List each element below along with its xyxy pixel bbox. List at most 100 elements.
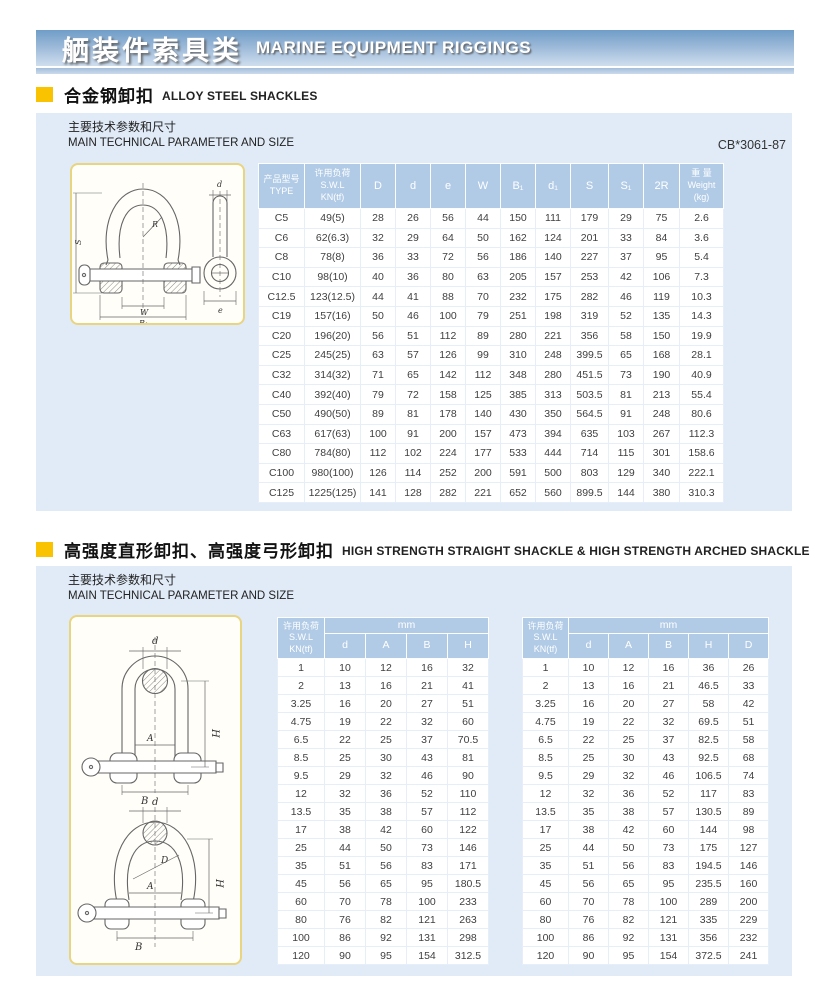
table-cell: 9.5 [522,766,569,785]
table-cell: 32 [365,766,407,785]
dim-label-d: d [217,180,222,189]
table-row: C40 392(40) 79 72 158 125 385 313 503.5 81 213 55.4 [258,384,724,405]
table-cell: 37 [608,247,644,268]
table-cell: 56 [465,247,501,268]
table-cell: 126 [360,462,396,484]
table-cell: 135 [643,305,680,327]
table-row: 4.75 19 22 32 60 [277,712,489,731]
table-cell: C100 [258,462,305,484]
table-cell: 38 [608,802,649,821]
section2-param-label: 主要技术参数和尺寸 MAIN TECHNICAL PARAMETER AND S… [68,573,294,604]
table-cell: 141 [360,482,396,503]
table-cell: 25 [522,838,569,857]
table-cell: 86 [568,928,609,947]
table-cell: 213 [643,384,680,405]
table-cell: 310.3 [679,482,724,503]
table-cell: 171 [447,856,489,875]
table-cell: 41 [395,286,431,307]
table-cell: 14.3 [679,305,724,327]
table-cell: 16 [406,658,448,677]
table-cell: 58 [727,730,770,749]
table-cell: 560 [535,482,571,503]
table-cell: 194.5 [688,856,729,875]
table-cell: 51 [447,694,489,713]
section1-title-en: ALLOY STEEL SHACKLES [162,89,318,103]
table-cell: 222.1 [679,462,724,484]
table-cell: 126 [430,345,466,366]
table-cell: 76 [568,910,609,929]
table-cell: 35 [277,856,325,875]
column-header: 许用负荷 S.W.L KN(tf) [304,163,361,209]
table-cell: 70 [465,286,501,307]
column-header: H [447,633,489,659]
table-cell: 73 [406,838,448,857]
table-cell: 298 [447,928,489,947]
table-cell: 178 [430,403,466,425]
dim-label-b: B [134,942,142,953]
table-cell: 123(12.5) [304,286,361,307]
table-cell: 112 [465,364,501,386]
table-row: 12 32 36 52 110 [277,784,489,803]
table-cell: 335 [688,910,729,929]
table-row: 80 76 82 121 335 229 [522,910,770,929]
table-cell: 617(63) [304,423,361,445]
table-cell: 60 [406,820,448,839]
table-cell: 142 [430,364,466,386]
table-cell: 90 [324,946,366,965]
table-row: C100 980(100) 126 114 252 200 591 500 803 129 340 2… [258,462,724,484]
table-cell: 42 [608,820,649,839]
table-row: 2 13 16 21 46.5 33 [522,676,770,695]
table-cell: 248 [535,345,571,366]
table-cell: 44 [465,208,501,229]
table-cell: 63 [360,345,396,366]
table-cell: 100 [648,892,689,911]
table-cell: 22 [324,730,366,749]
table-cell: 121 [648,910,689,929]
column-header: B [406,633,448,659]
table-row: C50 490(50) 89 81 178 140 430 350 564.5 91 248 80.6 [258,403,724,425]
table-cell: 70 [324,892,366,911]
dim-label-w: W [140,308,149,317]
table-cell: 78 [608,892,649,911]
table-cell: 114 [395,462,431,484]
table-cell: 86 [324,928,366,947]
table-cell: 36 [360,247,396,268]
table-cell: 16 [648,658,689,677]
yellow-bullet-icon [36,542,53,557]
table-cell: 430 [500,403,536,425]
table-cell: 175 [535,286,571,307]
table-cell: 82 [365,910,407,929]
table-cell: 312.5 [447,946,489,965]
table-cell: 38 [365,802,407,821]
dim-label-dcap: D [160,856,168,866]
swl-header: 许用负荷 S.W.L KN(tf) [522,617,569,659]
table-cell: 83 [727,784,770,803]
table-cell: 16 [568,694,609,713]
table-row: 1 10 12 16 36 26 [522,658,770,677]
table-row: 17 38 42 60 144 98 [522,820,770,839]
table-row: 4.75 19 22 32 69.5 51 [522,712,770,731]
column-header: D [727,633,770,659]
table-cell: 451.5 [570,364,609,386]
table-row: C5 49(5) 28 26 56 44 150 111 179 29 75 2.6 [258,208,724,229]
table-cell: 899.5 [570,482,609,503]
table-cell: 180.5 [447,874,489,893]
table-cell: 154 [406,946,448,965]
table-row: 13.5 35 38 57 130.5 89 [522,802,770,821]
table-cell: 38 [568,820,609,839]
table-cell: 82 [608,910,649,929]
arched-table-header-row1: 许用负荷 S.W.L KN(tf) mm [522,617,770,659]
table-cell: 46 [648,766,689,785]
column-header: 产品型号 TYPE [258,163,305,209]
table-cell: 21 [406,676,448,695]
table-cell: 16 [365,676,407,695]
table-row: 100 86 92 131 356 232 [522,928,770,947]
table-cell: 282 [430,482,466,503]
table-cell: C19 [258,305,305,327]
param-en: MAIN TECHNICAL PARAMETER AND SIZE [68,589,294,602]
table-cell: 52 [406,784,448,803]
table-cell: 102 [395,443,431,464]
table-cell: 12 [365,658,407,677]
mm-header: mm [567,617,770,634]
